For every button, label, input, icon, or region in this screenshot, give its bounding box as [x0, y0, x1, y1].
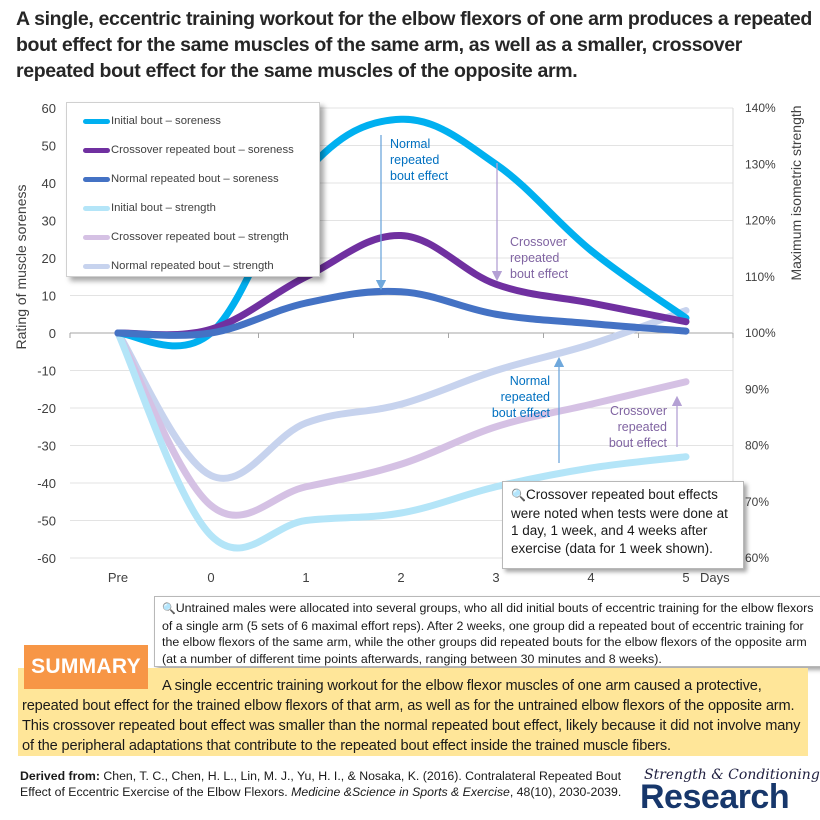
infographic-title: A single, eccentric training workout for… — [16, 8, 812, 82]
summary-label: SUMMARY — [24, 645, 148, 689]
legend-item: Initial bout – strength — [83, 199, 216, 217]
summary-text: A single eccentric training workout for … — [22, 678, 801, 754]
legend-label: Initial bout – soreness — [111, 115, 221, 127]
citation-details: , 48(10), 2030-2039. — [509, 785, 622, 799]
series-line-initial-bout-strength — [114, 329, 690, 552]
legend-item: Crossover repeated bout – strength — [83, 228, 289, 246]
series-line-normal-repeated-bout-soreness — [114, 287, 690, 339]
legend-item: Normal repeated bout – soreness — [83, 170, 279, 188]
x-tick-label: 4 — [587, 570, 594, 585]
methods-note-text: Untrained males were allocated into seve… — [162, 601, 814, 666]
annotations: Normal repeated bout effect Crossover repeat… — [375, 135, 683, 463]
annotation-label: repeated — [390, 153, 439, 167]
chart-note-box: 🔍Crossover repeated bout effects were no… — [502, 481, 744, 569]
y-tick-label: 0 — [49, 326, 56, 341]
y-tick-label: 40 — [42, 176, 56, 191]
y-tick-label: -40 — [37, 476, 56, 491]
series-line-normal-repeated-bout-strength — [114, 307, 690, 482]
annotation-label: Normal — [390, 137, 430, 151]
legend-swatch — [83, 234, 110, 240]
annotation-label: repeated — [501, 390, 550, 404]
legend-swatch — [83, 205, 110, 211]
y-tick-label: 10 — [42, 289, 56, 304]
annotation-label: bout effect — [390, 169, 449, 183]
y-axis-left-ticks: 60 50 40 30 20 10 0 -10 -20 -30 -40 -50 -60 — [37, 101, 56, 566]
citation-prefix: Derived from: — [20, 769, 100, 783]
citation-journal: Medicine &Science in Sports & Exercise — [291, 785, 510, 799]
methods-note-box: 🔍Untrained males were allocated into sev… — [154, 596, 820, 667]
annotation-label: repeated — [510, 251, 559, 265]
y-axis-left-label: Rating of muscle soreness — [13, 185, 29, 350]
x-tick-label: 2 — [397, 570, 404, 585]
legend-swatch — [83, 263, 110, 269]
logo-wordmark: Research — [640, 778, 790, 816]
legend-label: Crossover repeated bout – soreness — [111, 144, 294, 156]
series-lines — [114, 115, 690, 552]
annotation-label: Normal — [510, 374, 550, 388]
x-unit-label: Days — [700, 570, 730, 585]
y-tick-label: 20 — [42, 251, 56, 266]
annotation-label: Crossover — [610, 404, 667, 418]
annotation-label: bout effect — [492, 406, 551, 420]
legend-item: Initial bout – soreness — [83, 112, 221, 130]
legend-item: Normal repeated bout – strength — [83, 257, 274, 275]
summary-panel — [18, 668, 808, 756]
magnifier-icon: 🔍 — [511, 488, 526, 502]
y-tick-label: 50 — [42, 139, 56, 154]
y-axis-right-label: Maximum isometric strength — [788, 105, 804, 280]
logo-tagline: Strength & Conditioning — [644, 767, 820, 783]
y-tick-label: -10 — [37, 364, 56, 379]
y-tick-label: -60 — [37, 551, 56, 566]
x-tick-label: 1 — [302, 570, 309, 585]
legend-swatch — [83, 147, 110, 153]
legend-label: Crossover repeated bout – strength — [111, 231, 289, 243]
legend-label: Normal repeated bout – strength — [111, 260, 274, 272]
y-axis-right-ticks: 140% 130% 120% 110% 100% 90% 80% 70% 60% — [745, 101, 776, 565]
legend-swatch — [83, 118, 110, 124]
x-tick-label: 0 — [207, 570, 214, 585]
chart-legend: Initial bout – soreness Crossover repeate… — [66, 102, 320, 277]
citation: Derived from: Chen, T. C., Chen, H. L., … — [20, 768, 640, 800]
y2-tick-label: 130% — [745, 157, 776, 171]
x-tick-label: 5 — [682, 570, 689, 585]
legend-label: Initial bout – strength — [111, 202, 216, 214]
chart-note-text: Crossover repeated bout effects were not… — [511, 487, 728, 556]
annotation-label: bout effect — [510, 267, 569, 281]
y2-tick-label: 140% — [745, 101, 776, 115]
magnifier-icon: 🔍 — [162, 603, 176, 615]
annotation-label: repeated — [618, 420, 667, 434]
x-tick-label: 3 — [492, 570, 499, 585]
y-tick-label: -20 — [37, 401, 56, 416]
y-tick-label: 60 — [42, 101, 56, 116]
legend-swatch — [83, 176, 110, 182]
y2-tick-label: 100% — [745, 326, 776, 340]
annotation-label: bout effect — [609, 436, 668, 450]
legend-item: Crossover repeated bout – soreness — [83, 141, 294, 159]
y-tick-label: 30 — [42, 214, 56, 229]
citation-authors: Chen, T. C., Chen, H. L., Lin, M. J., Yu… — [20, 769, 622, 799]
y2-tick-label: 70% — [745, 495, 769, 509]
series-line-crossover-repeated-bout-strength — [114, 329, 690, 519]
y2-tick-label: 90% — [745, 382, 769, 396]
legend-label: Normal repeated bout – soreness — [111, 173, 279, 185]
series-line-crossover-repeated-bout-soreness — [114, 231, 690, 339]
y2-tick-label: 110% — [745, 270, 775, 284]
x-axis: Pre 0 1 2 3 4 5 Days — [69, 333, 734, 585]
y-tick-label: -30 — [37, 439, 56, 454]
x-tick-label: Pre — [108, 570, 128, 585]
annotation-label: Crossover — [510, 235, 567, 249]
y2-tick-label: 120% — [745, 214, 776, 228]
y-tick-label: -50 — [37, 514, 56, 529]
y2-tick-label: 80% — [745, 439, 769, 453]
y2-tick-label: 60% — [745, 551, 769, 565]
